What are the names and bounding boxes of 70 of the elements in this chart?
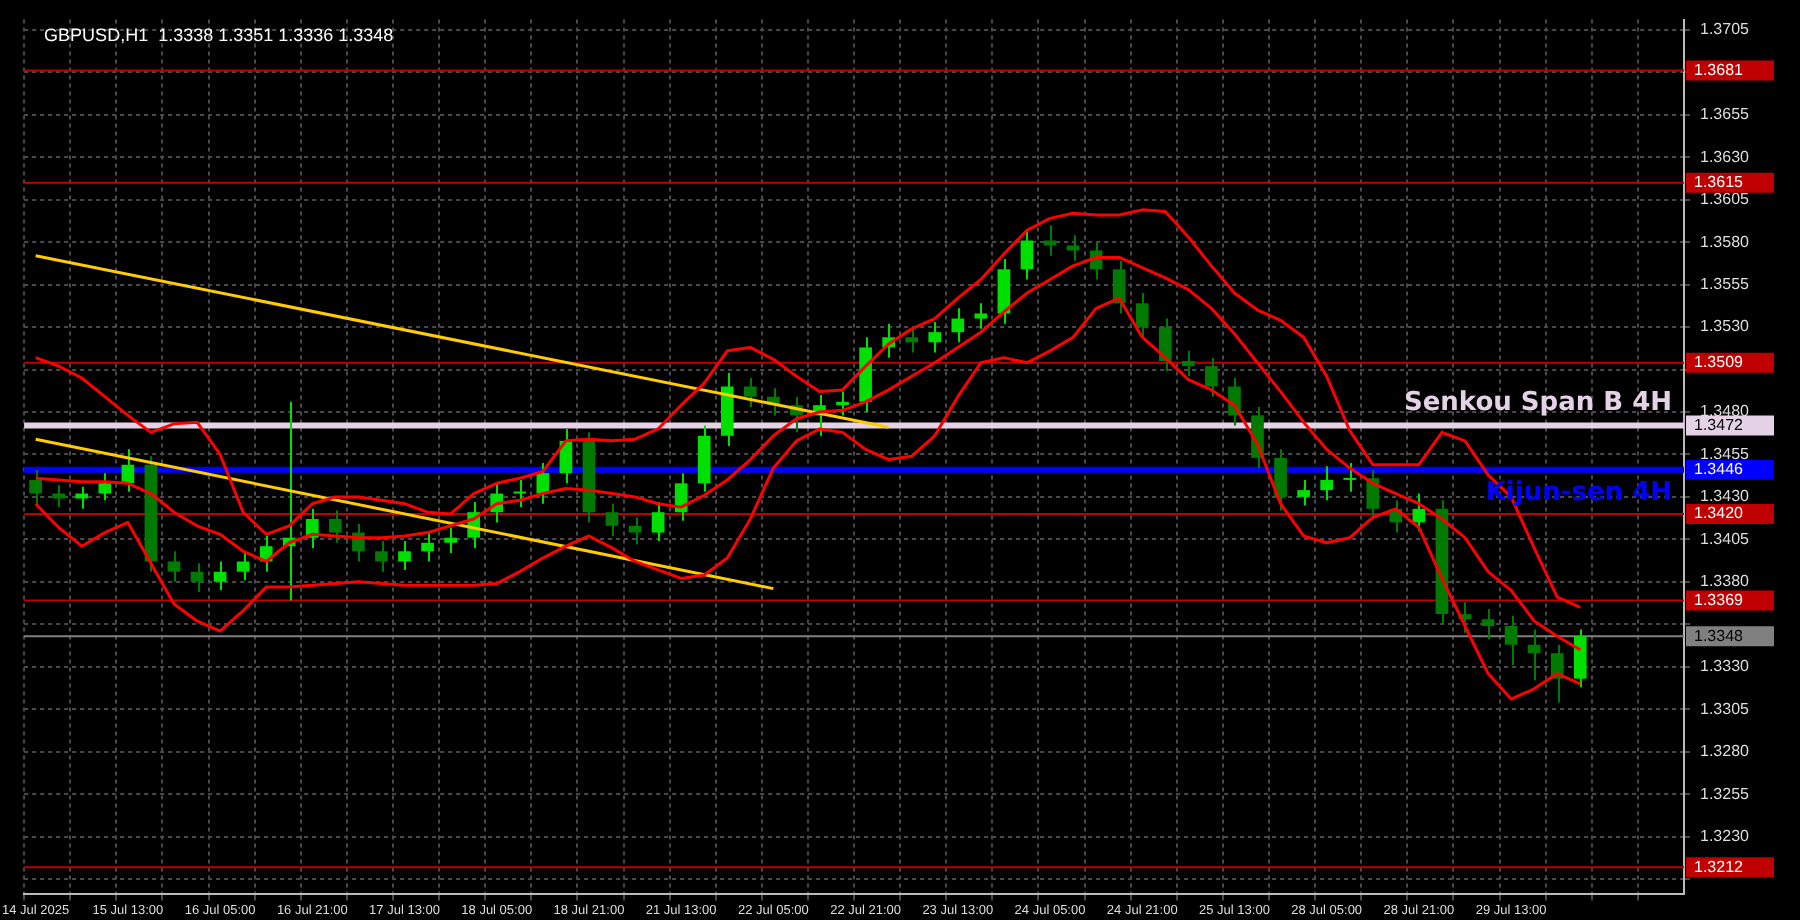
y-tick-label: 1.3330	[1700, 657, 1751, 676]
ref-line-label: 1.3509	[1694, 353, 1745, 372]
candlestick	[1550, 643, 1564, 704]
annotation: Senkou Span B 4H	[1403, 388, 1672, 419]
candlestick	[398, 540, 411, 571]
candlestick	[444, 526, 457, 554]
candlestick	[75, 485, 89, 510]
candlestick	[1158, 317, 1172, 373]
candlestick	[1274, 448, 1287, 512]
y-tick-label: 1.3580	[1700, 232, 1751, 251]
y-tick-label: 1.3430	[1700, 487, 1751, 506]
candlestick	[605, 502, 619, 537]
candlestick	[1297, 478, 1310, 507]
candlestick	[1573, 628, 1587, 689]
ref-line-label: 1.3615	[1694, 173, 1745, 192]
candlestick	[513, 478, 527, 509]
candlestick	[951, 307, 965, 344]
candlestick	[1343, 461, 1357, 493]
candlestick	[1112, 259, 1126, 315]
y-tick-label: 1.3280	[1700, 742, 1751, 761]
ref-line-label: 1.3348	[1694, 626, 1745, 645]
candlestick	[928, 320, 942, 354]
candlestick	[628, 516, 642, 546]
y-tick-label: 1.3480	[1700, 402, 1751, 421]
candlestick	[697, 424, 711, 493]
candlestick	[421, 531, 434, 563]
candlestick	[329, 509, 342, 544]
candlestick	[743, 377, 757, 408]
ref-line-label: 1.3472	[1694, 415, 1745, 434]
y-tick-label: 1.3255	[1700, 784, 1751, 803]
candlestick	[1066, 234, 1080, 262]
y-tick-label: 1.3605	[1700, 190, 1751, 209]
candlestick	[536, 461, 550, 505]
ref-line-label: 1.3446	[1694, 460, 1745, 479]
candlestick	[974, 302, 988, 330]
ref-line-label: 1.3212	[1694, 857, 1745, 876]
candlestick	[905, 326, 919, 354]
candlestick	[190, 562, 204, 594]
y-tick-label: 1.3630	[1700, 147, 1751, 166]
candlestick	[1205, 356, 1218, 398]
ref-line-label: 1.3681	[1694, 60, 1745, 79]
y-tick-label: 1.3380	[1700, 572, 1751, 591]
candlestick	[1020, 229, 1034, 281]
y-tick-label: 1.3405	[1700, 529, 1751, 548]
candlestick	[29, 468, 42, 505]
y-tick-label: 1.3230	[1700, 827, 1751, 846]
candlestick	[1182, 349, 1195, 378]
candlestick	[1135, 292, 1149, 339]
candlestick	[375, 540, 388, 573]
candlestick	[213, 560, 227, 592]
candlestick	[236, 550, 250, 582]
ref-line-label: 1.3420	[1694, 504, 1745, 523]
candlestick	[836, 390, 849, 417]
y-tick-label: 1.3455	[1700, 444, 1751, 463]
candlestick	[1481, 608, 1495, 641]
candlestick	[1412, 492, 1426, 532]
candlestick	[167, 550, 181, 583]
y-tick-label: 1.3530	[1700, 317, 1751, 336]
candlestick	[1504, 614, 1518, 667]
candlestick	[98, 472, 112, 502]
y-tick-label: 1.3555	[1700, 274, 1751, 293]
candlestick	[1320, 465, 1333, 502]
y-tick-label: 1.3705	[1700, 20, 1751, 39]
candlestick	[52, 484, 66, 509]
candlestick	[1043, 224, 1057, 257]
y-tick-label: 1.3655	[1700, 105, 1751, 124]
ref-line-label: 1.3369	[1694, 590, 1745, 609]
chart-title: GBPUSD,H1 1.3338 1.3351 1.3336 1.3348	[44, 24, 394, 45]
candlestick	[651, 501, 665, 543]
y-tick-label: 1.3305	[1700, 699, 1751, 718]
